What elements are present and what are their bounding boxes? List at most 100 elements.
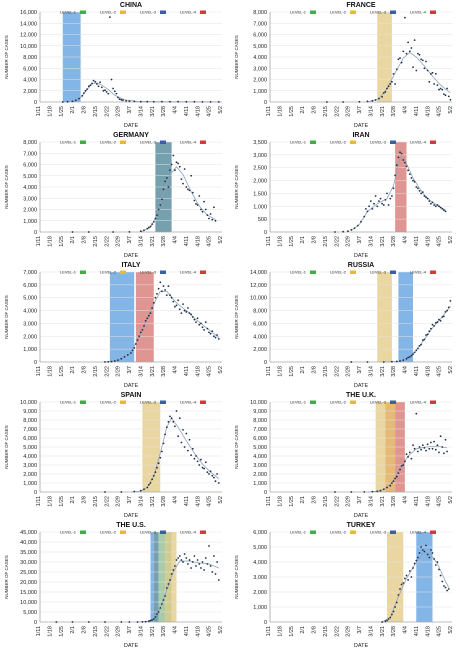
x-tick-label: 1/25 [289, 106, 295, 117]
x-tick-label: 1/25 [289, 626, 295, 637]
legend-swatch [200, 400, 206, 404]
legend-label: LEVEL-3 [370, 10, 387, 15]
x-axis-label: DATE [354, 643, 369, 649]
y-tick-label: 10,000 [250, 296, 267, 302]
x-tick-label: 2/22 [334, 366, 340, 377]
data-point [203, 569, 206, 571]
legend-swatch [350, 270, 356, 274]
data-point [423, 338, 426, 341]
legend-swatch [200, 270, 206, 274]
x-tick-label: 3/21 [380, 366, 386, 377]
data-point [191, 191, 194, 194]
legend-label: LEVEL-1 [290, 10, 307, 15]
data-point [162, 442, 165, 445]
data-point [133, 347, 136, 349]
data-point [387, 618, 390, 620]
y-axis-label: NUMBER OF CASES [234, 295, 239, 339]
x-tick-label: 2/22 [104, 496, 110, 507]
y-tick-label: 6,000 [23, 436, 37, 442]
data-point [441, 316, 444, 318]
legend-swatch [350, 400, 356, 404]
data-point [172, 420, 175, 423]
x-tick-label: 4/11 [414, 496, 420, 506]
data-point [107, 92, 110, 95]
data-point [441, 88, 444, 91]
data-point [430, 441, 432, 444]
x-tick-label: 4/11 [414, 236, 420, 246]
x-tick-label: 3/28 [391, 366, 397, 377]
x-tick-label: 2/29 [116, 626, 122, 637]
y-tick-label: 35,000 [20, 550, 37, 556]
data-point [217, 101, 220, 103]
data-point [444, 311, 447, 313]
data-point [384, 91, 387, 93]
data-point [128, 100, 131, 103]
x-tick-label: 1/11 [36, 496, 42, 506]
x-tick-label: 4/18 [425, 496, 431, 507]
data-point [379, 197, 382, 200]
data-point [185, 100, 188, 103]
data-point [148, 620, 150, 623]
data-point [152, 221, 155, 223]
data-point [438, 318, 440, 321]
data-point [201, 466, 204, 469]
data-point [170, 163, 173, 166]
y-tick-label: 0 [264, 100, 267, 106]
data-point [178, 417, 181, 420]
y-tick-label: 1,000 [23, 481, 37, 487]
legend-swatch [120, 530, 126, 534]
y-axis-label: NUMBER OF CASES [234, 555, 239, 599]
x-tick-label: 4/18 [195, 236, 201, 247]
y-tick-label: 40,000 [20, 540, 37, 546]
x-tick-label: 5/2 [218, 496, 224, 504]
data-point [169, 100, 171, 103]
data-point [446, 309, 448, 312]
y-tick-label: 1,000 [253, 89, 267, 95]
data-point [408, 451, 411, 454]
data-point [400, 465, 403, 467]
data-point [326, 101, 328, 103]
data-point [376, 490, 379, 493]
data-point [394, 606, 396, 608]
y-tick-label: 1,000 [253, 605, 267, 611]
y-tick-label: 10,000 [250, 400, 267, 406]
data-point [170, 417, 173, 420]
data-point [187, 563, 189, 565]
chart-panel: 0 1,000 2,000 3,000 4,000 5,000 6,000 7,000 8,00… [0, 130, 230, 260]
intervention-band [150, 532, 154, 622]
data-point [174, 305, 176, 308]
data-point [123, 356, 126, 358]
legend-label: LEVEL-2 [100, 270, 117, 275]
data-point [373, 202, 375, 205]
data-point [161, 603, 163, 605]
data-point [412, 353, 414, 356]
data-point [356, 224, 359, 227]
data-point [183, 446, 186, 448]
data-point [208, 545, 210, 547]
data-point [426, 553, 429, 556]
data-point [402, 159, 405, 161]
data-point [191, 561, 194, 563]
data-point [214, 480, 217, 483]
x-tick-label: 2/29 [116, 496, 122, 507]
data-point [214, 219, 217, 222]
data-point [392, 73, 395, 75]
data-point [363, 215, 366, 218]
data-point [188, 559, 191, 561]
data-point [182, 182, 184, 185]
x-tick-label: 2/8 [82, 496, 88, 504]
chart-panel: 0 500 1,000 1,500 2,000 2,500 3,000 3,500 1/11 1/… [230, 130, 460, 260]
data-point [428, 200, 431, 202]
data-point [378, 97, 380, 100]
data-point [190, 567, 193, 569]
x-tick-label: 4/4 [403, 496, 409, 504]
data-point [112, 231, 114, 233]
legend-label: LEVEL-1 [60, 10, 77, 15]
data-point [133, 100, 136, 103]
data-point [113, 90, 116, 93]
data-point [107, 361, 110, 363]
chart-title: GERMANY [113, 132, 149, 139]
data-point [139, 230, 142, 232]
data-point [157, 208, 160, 211]
data-point [443, 209, 445, 211]
